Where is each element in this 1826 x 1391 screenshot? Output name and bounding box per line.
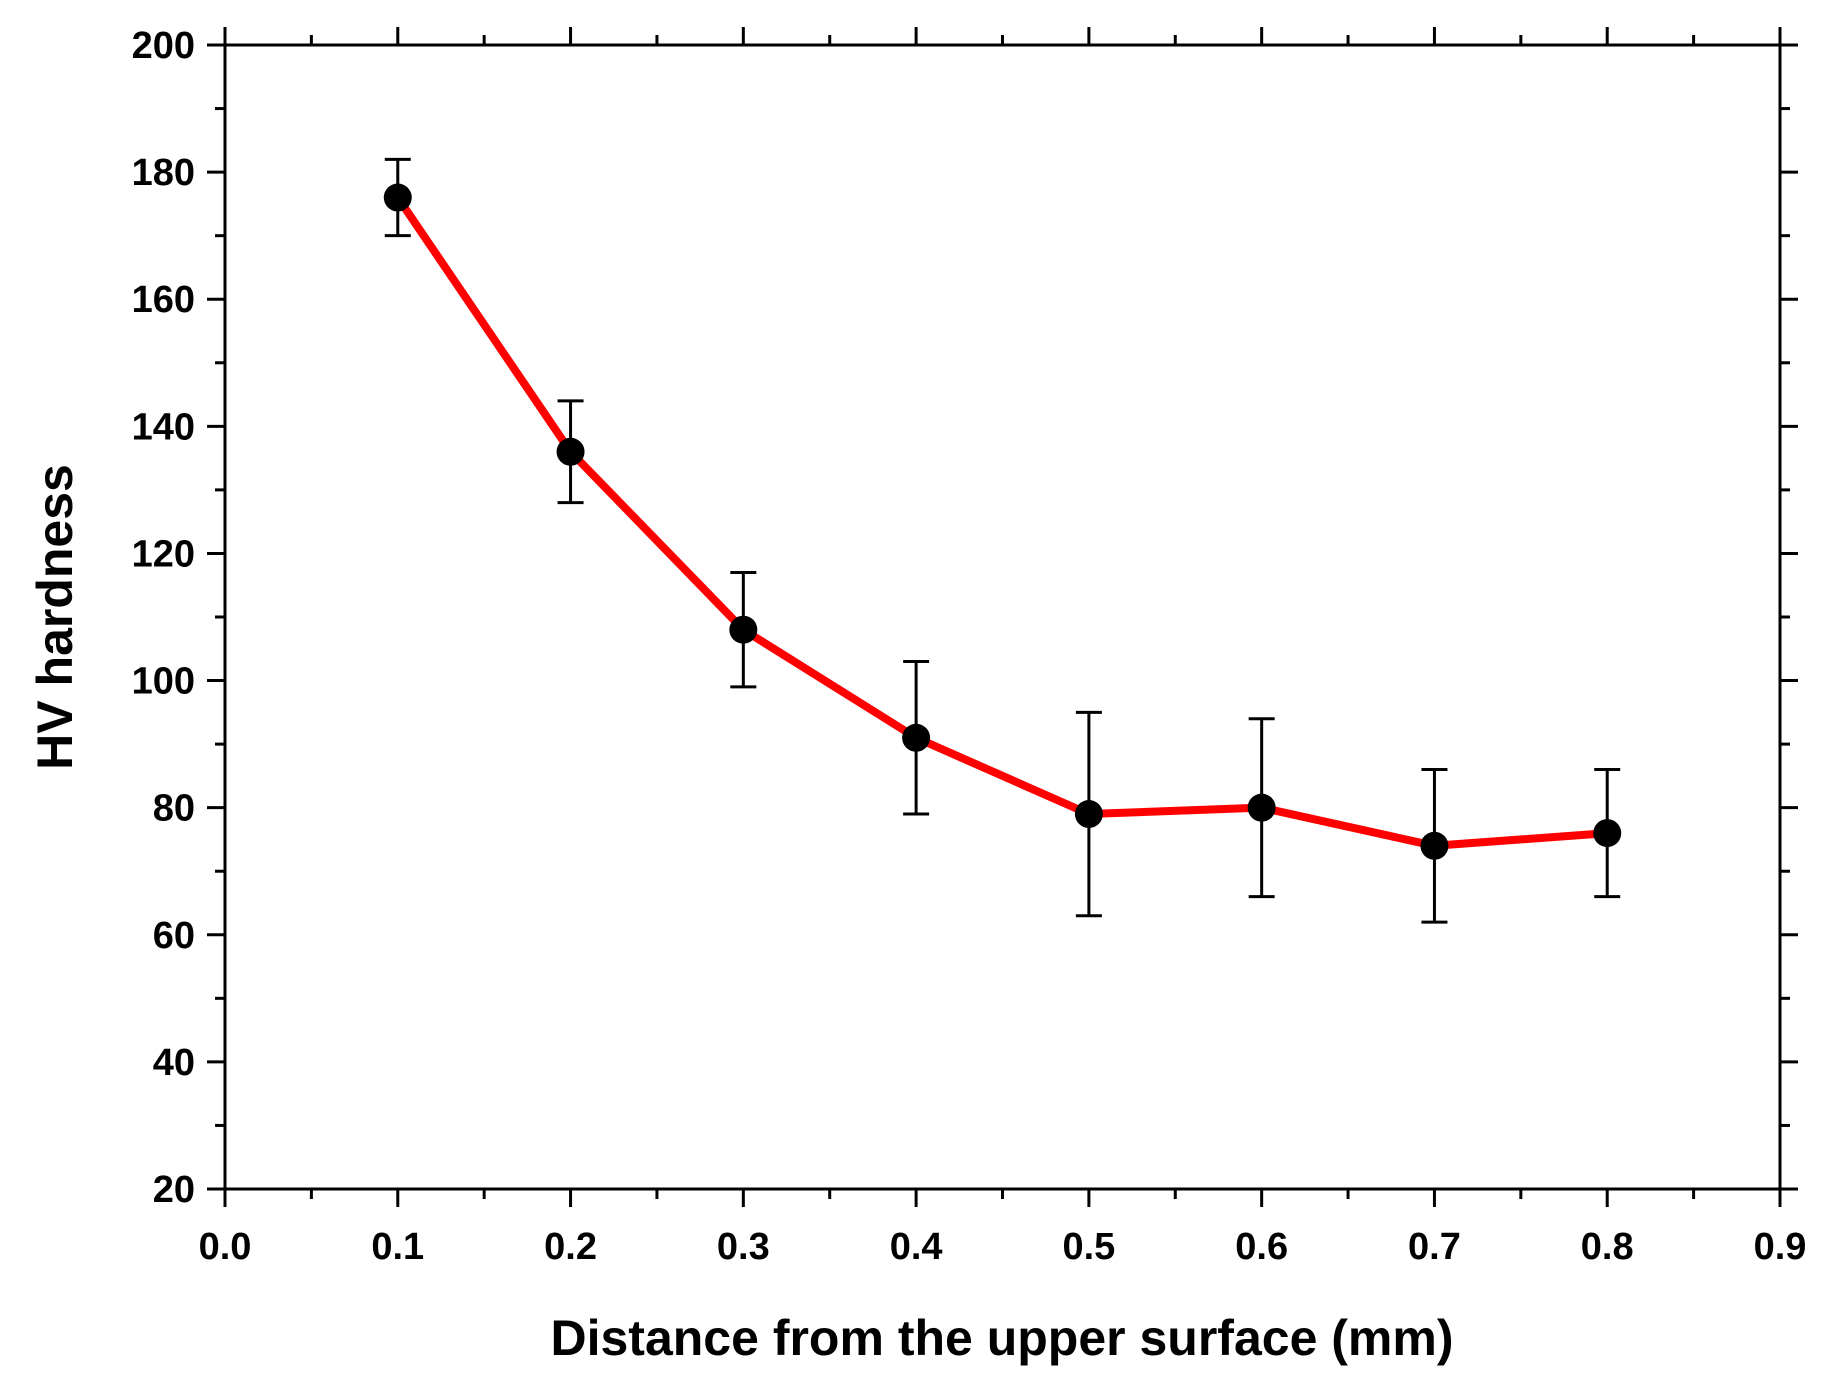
data-point xyxy=(383,183,412,212)
x-tick-label: 0.8 xyxy=(1581,1226,1634,1268)
y-axis-tick-labels: 20 40 60 80 100 120 140 160 180 200 xyxy=(132,25,195,1211)
x-axis-label: Distance from the upper surface (mm) xyxy=(551,1310,1454,1366)
y-tick-label: 100 xyxy=(132,661,195,703)
y-tick-label: 200 xyxy=(132,25,195,67)
y-axis-label: HV hardness xyxy=(27,464,83,770)
x-tick-label: 0.2 xyxy=(544,1226,597,1268)
data-point xyxy=(1420,831,1449,860)
y-tick-label: 180 xyxy=(132,152,195,194)
series-line xyxy=(393,193,1612,850)
x-tick-label: 0.4 xyxy=(890,1226,943,1268)
y-tick-label: 60 xyxy=(153,915,195,957)
x-tick-label: 0.3 xyxy=(717,1226,770,1268)
x-tick-label: 0.5 xyxy=(1062,1226,1115,1268)
x-tick-label: 0.7 xyxy=(1408,1226,1461,1268)
x-axis-tick-labels: 0.0 0.1 0.2 0.3 0.4 0.5 0.6 0.7 0.8 0.9 xyxy=(199,1226,1807,1268)
y-tick-label: 20 xyxy=(153,1169,195,1211)
plot-frame xyxy=(223,43,1782,1191)
y-tick-label: 120 xyxy=(132,533,195,575)
y-axis-ticks xyxy=(207,43,1798,1191)
x-axis-ticks xyxy=(223,27,1782,1207)
series-layer xyxy=(383,157,1622,924)
x-tick-label: 0.6 xyxy=(1235,1226,1288,1268)
y-tick-label: 40 xyxy=(153,1042,195,1084)
x-tick-label: 0.1 xyxy=(371,1226,424,1268)
y-tick-label: 80 xyxy=(153,788,195,830)
data-point xyxy=(1593,819,1622,848)
x-tick-label: 0.0 xyxy=(199,1226,252,1268)
data-point xyxy=(729,615,758,644)
y-tick-label: 160 xyxy=(132,279,195,321)
data-point xyxy=(556,437,585,466)
data-point xyxy=(902,723,931,752)
data-point xyxy=(1247,793,1276,822)
y-tick-label: 140 xyxy=(132,406,195,448)
x-tick-label: 0.9 xyxy=(1754,1226,1807,1268)
data-point xyxy=(1074,800,1103,829)
